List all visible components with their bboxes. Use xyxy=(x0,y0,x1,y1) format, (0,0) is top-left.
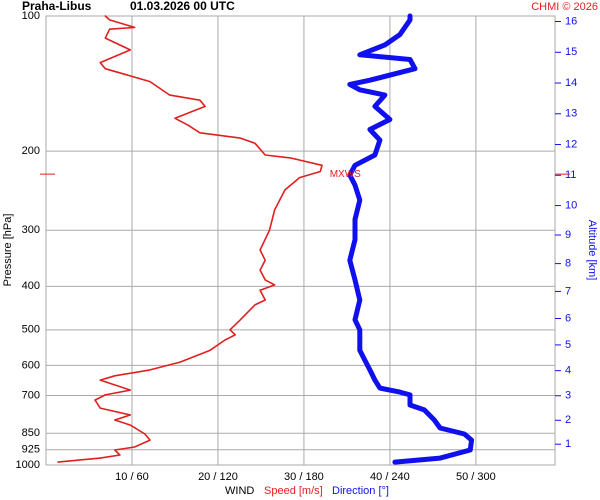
y2-tick-label: 14 xyxy=(565,77,577,89)
y-tick-label: 850 xyxy=(22,427,40,439)
y-tick-label: 400 xyxy=(22,280,40,292)
y-tick-label: 500 xyxy=(22,324,40,336)
annotation: MXWS xyxy=(330,169,361,180)
chart-subtitle: 01.03.2026 00 UTC xyxy=(130,0,235,13)
y2-tick-label: 5 xyxy=(565,339,571,351)
y-tick-label: 925 xyxy=(22,444,40,456)
x-tick-label: 10 / 60 xyxy=(115,471,149,483)
y-tick-label: 1000 xyxy=(16,459,40,471)
y2-tick-label: 1 xyxy=(565,438,571,450)
y-tick-label: 200 xyxy=(22,145,40,157)
y2-tick-label: 9 xyxy=(565,229,571,241)
y2-tick-label: 16 xyxy=(565,15,577,27)
y2-tick-label: 11 xyxy=(565,169,576,181)
y2-tick-label: 6 xyxy=(565,312,571,324)
profile-line xyxy=(347,13,475,465)
x-axis-label: WIND xyxy=(225,485,254,497)
y-tick-label: 300 xyxy=(22,224,40,236)
y2-tick-label: 13 xyxy=(565,108,577,120)
x-tick-label: 50 / 300 xyxy=(456,471,496,483)
legend-speed: Speed [m/s] xyxy=(264,485,323,497)
legend-direction: Direction [°] xyxy=(332,485,389,497)
y2-tick-label: 2 xyxy=(565,414,571,426)
y2-tick-label: 12 xyxy=(565,138,577,150)
y2-tick-label: 8 xyxy=(565,258,571,270)
chart-title: Praha-Libus xyxy=(22,0,92,13)
y2-tick-label: 10 xyxy=(565,199,577,211)
y2-tick-label: 4 xyxy=(565,365,571,377)
credit: CHMI © 2026 xyxy=(531,1,598,13)
y2-tick-label: 7 xyxy=(565,285,571,297)
x-tick-label: 40 / 240 xyxy=(370,471,410,483)
x-tick-label: 30 / 180 xyxy=(284,471,324,483)
x-tick-label: 20 / 120 xyxy=(198,471,238,483)
y2-tick-label: 15 xyxy=(565,46,577,58)
y2-tick-label: 3 xyxy=(565,390,571,402)
y-axis-label: Pressure [hPa] xyxy=(2,214,14,287)
y2-axis-label: Altitude [km] xyxy=(586,220,598,281)
profile-line xyxy=(57,15,323,463)
y-tick-label: 100 xyxy=(22,10,40,22)
y-tick-label: 700 xyxy=(22,389,40,401)
y-tick-label: 600 xyxy=(22,359,40,371)
